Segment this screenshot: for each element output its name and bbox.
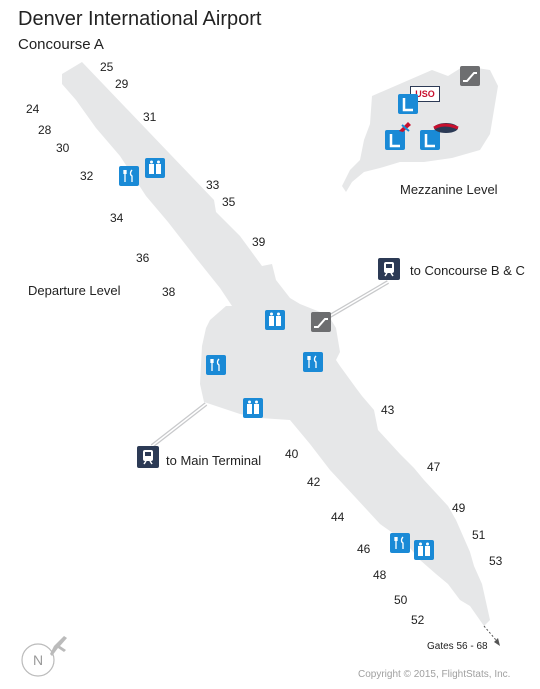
compass-north: N [33,652,44,668]
gate-49: 49 [452,501,466,515]
gate-52: 52 [411,613,425,627]
gate-36: 36 [136,251,150,265]
restaurant-icon [390,533,410,553]
train-icon [137,446,159,468]
compass [21,643,55,677]
gate-51: 51 [472,528,486,542]
gate-30: 30 [56,141,70,155]
gate-25: 25 [100,60,114,74]
gate-50: 50 [394,593,408,607]
to-main-terminal-label: to Main Terminal [166,453,262,468]
escalator-icon [311,312,331,332]
gate-33: 33 [206,178,220,192]
mezzanine-floor [342,66,498,192]
lounge-icon [398,94,418,114]
mezzanine-level-label: Mezzanine Level [400,182,498,197]
to-concourse-bc-label: to Concourse B & C [410,263,525,278]
train-icon [378,258,400,280]
restroom-icon [265,310,285,330]
lounge-icon [385,130,405,150]
gate-46: 46 [357,542,371,556]
gate-38: 38 [162,285,176,299]
page-title: Denver International Airport [18,8,262,30]
gate-31: 31 [143,110,157,124]
gate-35: 35 [222,195,236,209]
gate-42: 42 [307,475,321,489]
gates-beyond-arrow [483,625,497,641]
restaurant-icon [119,166,139,186]
gate-34: 34 [110,211,124,225]
airline-logo-icon [398,120,412,138]
restroom-icon [243,398,263,418]
gate-39: 39 [252,235,266,249]
gate-28: 28 [38,123,52,137]
restroom-icon [145,158,165,178]
gate-40: 40 [285,447,299,461]
gates-beyond-label: Gates 56 - 68 [427,641,488,652]
gate-29: 29 [115,77,129,91]
gate-24: 24 [26,102,40,116]
airline-logo-icon [430,120,460,141]
escalator-icon [460,66,480,86]
gate-43: 43 [381,403,395,417]
gate-48: 48 [373,568,387,582]
restaurant-icon [206,355,226,375]
gate-53: 53 [489,554,503,568]
concourse-subtitle: Concourse A [18,36,104,53]
airplane-icon [50,636,67,656]
departure-level-label: Departure Level [28,283,121,298]
restaurant-icon [303,352,323,372]
lounge-icon [420,130,440,150]
gate-32: 32 [80,169,94,183]
copyright-notice: Copyright © 2015, FlightStats, Inc. [358,669,511,680]
uso-sign: USO [415,89,435,99]
gate-44: 44 [331,510,345,524]
gate-47: 47 [427,460,441,474]
restroom-icon [414,540,434,560]
concourse-floor [62,62,490,626]
